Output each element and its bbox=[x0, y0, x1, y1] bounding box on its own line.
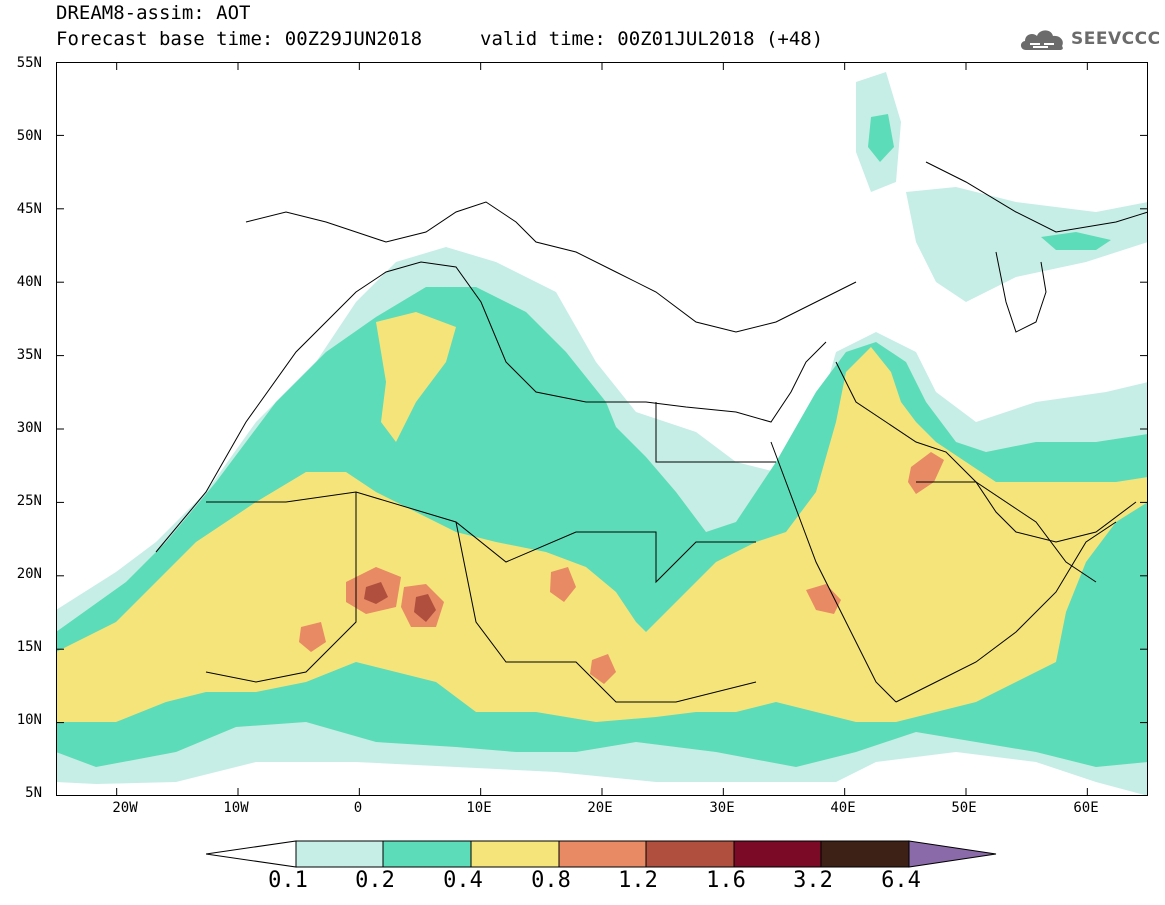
aot-map bbox=[56, 62, 1148, 796]
lon-label: 30E bbox=[709, 800, 735, 816]
colorbar-label: 6.4 bbox=[881, 868, 921, 893]
aot-contour-0.8-e bbox=[590, 654, 616, 684]
aot-contour-0.1-caspian bbox=[906, 187, 1148, 302]
colorbar-label: 1.2 bbox=[618, 868, 658, 893]
colorbar-high-arrow bbox=[908, 840, 997, 868]
colorbar-bin bbox=[470, 840, 560, 868]
time-info: Forecast base time: 00Z29JUN2018 valid ti… bbox=[56, 28, 823, 50]
lon-label: 0 bbox=[353, 800, 363, 816]
colorbar-label: 0.8 bbox=[531, 868, 571, 893]
aot-contour-0.4 bbox=[56, 347, 1148, 722]
aot-contour-0.2-north bbox=[868, 114, 894, 162]
lon-label: 10E bbox=[466, 800, 492, 816]
lat-label: 45N bbox=[16, 201, 42, 217]
aot-contour-1.2-b bbox=[414, 594, 436, 622]
aot-colorbar bbox=[206, 840, 997, 868]
aot-contour-0.8-d bbox=[299, 622, 326, 652]
colorbar-label: 0.1 bbox=[268, 868, 308, 893]
brand-logo: SEEVCCC bbox=[1018, 24, 1161, 54]
valid-time: valid time: 00Z01JUL2018 (+48) bbox=[480, 28, 824, 50]
lat-label: 30N bbox=[16, 420, 42, 436]
lat-label: 35N bbox=[16, 347, 42, 363]
coastlines bbox=[155, 161, 1148, 703]
colorbar-bin bbox=[645, 840, 735, 868]
colorbar-bin bbox=[382, 840, 472, 868]
lat-label: 10N bbox=[16, 712, 42, 728]
colorbar-low-arrow bbox=[206, 840, 297, 868]
colorbar-bin bbox=[733, 840, 822, 868]
colorbar-label: 0.4 bbox=[443, 868, 483, 893]
colorbar-label: 1.6 bbox=[706, 868, 746, 893]
lat-label: 5N bbox=[25, 785, 42, 801]
lat-label: 50N bbox=[16, 128, 42, 144]
aot-contour-0.4-atlas bbox=[376, 312, 456, 442]
brand-name: SEEVCCC bbox=[1071, 29, 1161, 49]
map-area bbox=[56, 62, 1148, 796]
aot-contour-0.8-c bbox=[550, 567, 576, 602]
base-time: Forecast base time: 00Z29JUN2018 bbox=[56, 28, 423, 50]
colorbar-bin bbox=[558, 840, 647, 868]
lon-label: 60E bbox=[1073, 800, 1099, 816]
aot-contour-0.2-caspian bbox=[1041, 232, 1111, 250]
chart-title: DREAM8-assim: AOT bbox=[56, 2, 251, 24]
colorbar-bin bbox=[295, 840, 384, 868]
aot-contour-0.8-f bbox=[806, 584, 841, 614]
aot-contour-0.8-g bbox=[908, 452, 944, 494]
lon-label: 20W bbox=[112, 800, 138, 816]
lon-label: 20E bbox=[587, 800, 613, 816]
colorbar-label: 3.2 bbox=[793, 868, 833, 893]
axis-ticks bbox=[56, 62, 1148, 796]
lat-label: 55N bbox=[16, 55, 42, 71]
lat-label: 25N bbox=[16, 493, 42, 509]
lat-label: 20N bbox=[16, 566, 42, 582]
lat-label: 40N bbox=[16, 274, 42, 290]
cloud-logo-icon bbox=[1020, 30, 1063, 50]
lon-label: 50E bbox=[951, 800, 977, 816]
lon-label: 40E bbox=[830, 800, 856, 816]
aot-contour-1.2-a bbox=[364, 582, 388, 604]
lat-label: 15N bbox=[16, 639, 42, 655]
colorbar-bin bbox=[820, 840, 910, 868]
colorbar-label: 0.2 bbox=[355, 868, 395, 893]
lon-label: 10W bbox=[223, 800, 249, 816]
